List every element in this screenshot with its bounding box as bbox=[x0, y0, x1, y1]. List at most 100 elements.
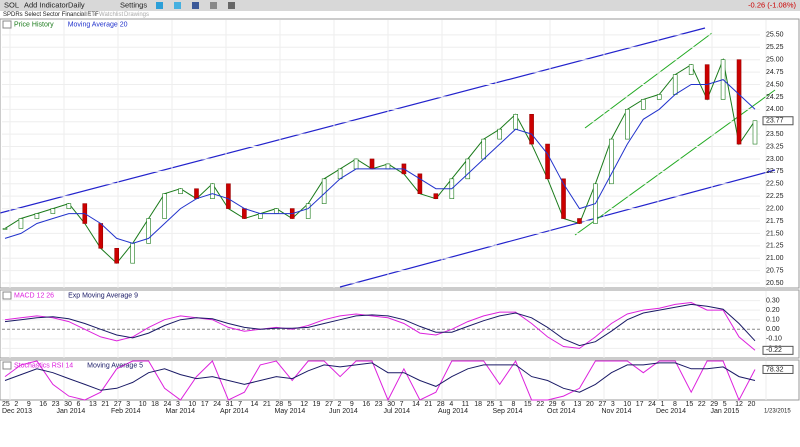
day-label: 20 bbox=[748, 401, 756, 408]
month-label: Mar 2014 bbox=[166, 408, 196, 415]
y-tick-label: 24.50 bbox=[766, 81, 784, 88]
day-label: 15 bbox=[524, 401, 532, 408]
month-label: May 2014 bbox=[275, 408, 306, 415]
legend-entry[interactable]: Price History bbox=[14, 21, 54, 28]
legend-entry[interactable]: Moving Average 20 bbox=[68, 21, 128, 28]
toolbar bbox=[0, 0, 800, 11]
add-indicator[interactable]: Add Indicator bbox=[24, 0, 69, 9]
trend-line bbox=[0, 27, 706, 214]
candle bbox=[18, 218, 24, 229]
y-tick-label: 23.25 bbox=[766, 143, 784, 150]
legend-entry[interactable]: MACD 12 26 bbox=[14, 292, 54, 299]
day-label: 28 bbox=[437, 401, 445, 408]
day-label: 14 bbox=[251, 401, 259, 408]
last-value: 23.77 bbox=[766, 118, 784, 125]
drawings[interactable]: Drawings bbox=[124, 12, 149, 18]
close-button[interactable] bbox=[2, 291, 12, 300]
legend-entry[interactable]: Exp Moving Average 9 bbox=[68, 292, 138, 299]
y-tick-label: -0.10 bbox=[766, 336, 782, 343]
day-label: 10 bbox=[623, 401, 631, 408]
legend-entry[interactable]: Moving Average 5 bbox=[87, 362, 143, 369]
day-label: 6 bbox=[561, 401, 565, 408]
icon[interactable] bbox=[156, 2, 163, 9]
series-line bbox=[4, 79, 756, 244]
day-label: 18 bbox=[151, 401, 159, 408]
candle bbox=[98, 223, 104, 249]
y-tick-label: 0.30 bbox=[766, 297, 780, 304]
y-tick-label: 22.00 bbox=[766, 205, 784, 212]
day-label: 23 bbox=[375, 401, 383, 408]
month-label: Oct 2014 bbox=[547, 408, 576, 415]
candle bbox=[609, 138, 614, 185]
y-tick-label: 21.75 bbox=[766, 218, 784, 225]
day-label: 17 bbox=[636, 401, 644, 408]
day-label: 16 bbox=[39, 401, 47, 408]
y-tick-label: 24.00 bbox=[766, 106, 784, 113]
day-label: 15 bbox=[685, 401, 693, 408]
candle bbox=[2, 228, 8, 230]
day-label: 7 bbox=[400, 401, 404, 408]
candle bbox=[337, 168, 343, 180]
icon[interactable] bbox=[210, 2, 217, 9]
candle bbox=[162, 193, 167, 219]
close-button[interactable] bbox=[2, 20, 12, 29]
close-button[interactable] bbox=[2, 361, 12, 370]
day-label: 3 bbox=[176, 401, 180, 408]
month-label: Dec 2014 bbox=[656, 408, 686, 415]
candle bbox=[688, 64, 694, 75]
candle bbox=[545, 143, 550, 180]
last-value-box bbox=[762, 345, 794, 355]
candle bbox=[625, 109, 630, 140]
interval[interactable]: Daily bbox=[68, 0, 85, 9]
legend-entry[interactable]: Stochastics RSI 14 bbox=[14, 362, 73, 369]
day-label: 17 bbox=[201, 401, 209, 408]
candle bbox=[114, 247, 120, 264]
icon[interactable] bbox=[174, 2, 181, 9]
y-tick-label: 25.50 bbox=[766, 32, 784, 39]
last-value: 78.32 bbox=[766, 366, 784, 373]
day-label: 1 bbox=[661, 401, 665, 408]
icon[interactable] bbox=[228, 2, 235, 9]
candle bbox=[146, 218, 151, 244]
day-label: 30 bbox=[387, 401, 395, 408]
y-tick-label: 0.20 bbox=[766, 307, 780, 314]
y-tick-label: 22.75 bbox=[766, 168, 784, 175]
day-label: 31 bbox=[226, 401, 234, 408]
day-label: 20 bbox=[586, 401, 594, 408]
candle bbox=[640, 99, 646, 110]
day-label: 13 bbox=[574, 401, 582, 408]
day-label: 3 bbox=[126, 401, 130, 408]
y-tick-label: 20.50 bbox=[766, 280, 784, 287]
day-label: 18 bbox=[474, 401, 482, 408]
panel bbox=[0, 18, 800, 289]
trend-line bbox=[584, 32, 713, 129]
y-tick-label: 25.25 bbox=[766, 44, 784, 51]
day-label: 27 bbox=[325, 401, 333, 408]
y-tick-label: 23.00 bbox=[766, 156, 784, 163]
day-label: 14 bbox=[412, 401, 420, 408]
day-label: 12 bbox=[735, 401, 743, 408]
month-label: Jan 2015 bbox=[711, 408, 740, 415]
last-value-box bbox=[762, 116, 794, 126]
candle bbox=[577, 218, 582, 224]
panel bbox=[0, 359, 800, 401]
candle bbox=[417, 173, 423, 195]
day-label: 25 bbox=[487, 401, 495, 408]
watchlist[interactable]: Add to Watchlist bbox=[80, 12, 123, 18]
month-label: Dec 2013 bbox=[2, 408, 32, 415]
trend-line bbox=[574, 89, 776, 236]
settings[interactable]: Settings bbox=[120, 0, 147, 9]
candle bbox=[321, 178, 327, 204]
day-label: 8 bbox=[511, 401, 515, 408]
candle bbox=[242, 208, 247, 219]
y-tick-label: 20.75 bbox=[766, 267, 784, 274]
month-label: Jan 2014 bbox=[57, 408, 86, 415]
day-label: 27 bbox=[598, 401, 606, 408]
day-label: 24 bbox=[164, 401, 172, 408]
candle bbox=[752, 120, 758, 145]
day-label: 25 bbox=[2, 401, 10, 408]
icon[interactable] bbox=[192, 2, 199, 9]
month-label: Nov 2014 bbox=[602, 408, 632, 415]
